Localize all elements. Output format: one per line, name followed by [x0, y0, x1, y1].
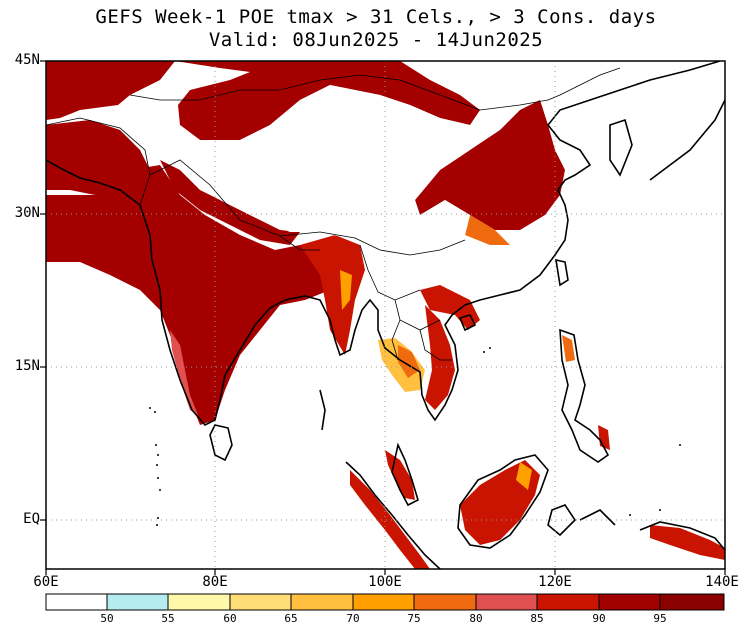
colorbar [45, 593, 725, 611]
heat-india [46, 165, 345, 425]
colorbar-swatch-7 [475, 593, 538, 611]
heat-philippines-south [598, 425, 610, 450]
colorbar-swatch-2 [167, 593, 231, 611]
map-area [46, 61, 725, 569]
colorbar-label-95: 95 [653, 612, 667, 625]
colorbar-label-85: 85 [530, 612, 544, 625]
heat-bangladesh-myanmar [300, 235, 365, 355]
colorbar-swatch-6 [413, 593, 477, 611]
lat-label-30n: 30N [14, 205, 40, 221]
heat-central-asia-north [175, 61, 480, 140]
heat-south-china [420, 285, 480, 330]
colorbar-swatch-4 [290, 593, 354, 611]
colorbar-label-80: 80 [469, 612, 483, 625]
map-title-line1: GEFS Week-1 POE tmax > 31 Cels., > 3 Con… [95, 6, 657, 28]
colorbar-swatch-9 [598, 593, 661, 611]
lon-label-80e: 80E [202, 574, 228, 590]
lon-label-60e: 60E [33, 574, 59, 590]
heat-thailand-core [398, 345, 420, 378]
axis-ticks [40, 60, 726, 575]
lon-label-100e: 100E [368, 574, 402, 590]
heat-west-asia [46, 61, 175, 120]
map-title-line2: Valid: 08Jun2025 - 14Jun2025 [208, 29, 544, 51]
low-tibet [160, 85, 470, 255]
lat-label-45n: 45N [14, 52, 40, 68]
colorbar-label-70: 70 [346, 612, 360, 625]
heat-philippines [562, 335, 575, 362]
colorbar-swatch-3 [229, 593, 292, 611]
heat-vietnam [425, 305, 455, 410]
colorbar-swatch-8 [536, 593, 600, 611]
colorbar-label-90: 90 [592, 612, 606, 625]
colorbar-swatch-0 [45, 593, 108, 611]
colorbar-label-75: 75 [407, 612, 421, 625]
colorbar-label-60: 60 [223, 612, 237, 625]
country-borders [46, 67, 621, 361]
lon-label-120e: 120E [538, 574, 572, 590]
lon-label-140e: 140E [705, 574, 739, 590]
colorbar-label-65: 65 [284, 612, 298, 625]
lat-label-15n: 15N [14, 358, 40, 374]
heat-new-guinea [650, 525, 725, 560]
heat-myanmar-low [340, 270, 352, 310]
lat-label-eq: EQ [23, 511, 40, 527]
coastlines [46, 61, 725, 569]
colorbar-label-50: 50 [100, 612, 114, 625]
colorbar-label-55: 55 [161, 612, 175, 625]
heat-north-china-edge [465, 215, 510, 245]
heat-sumatra-java [350, 470, 430, 569]
heat-borneo-low [516, 462, 532, 490]
maldives-islands [149, 347, 681, 526]
colorbar-swatch-10 [659, 593, 725, 611]
colorbar-swatch-5 [352, 593, 415, 611]
heat-malay-peninsula [385, 450, 415, 500]
heat-north-china [415, 100, 565, 230]
graticule [46, 61, 725, 569]
colorbar-swatch-1 [106, 593, 169, 611]
heat-india-edge [170, 330, 198, 415]
